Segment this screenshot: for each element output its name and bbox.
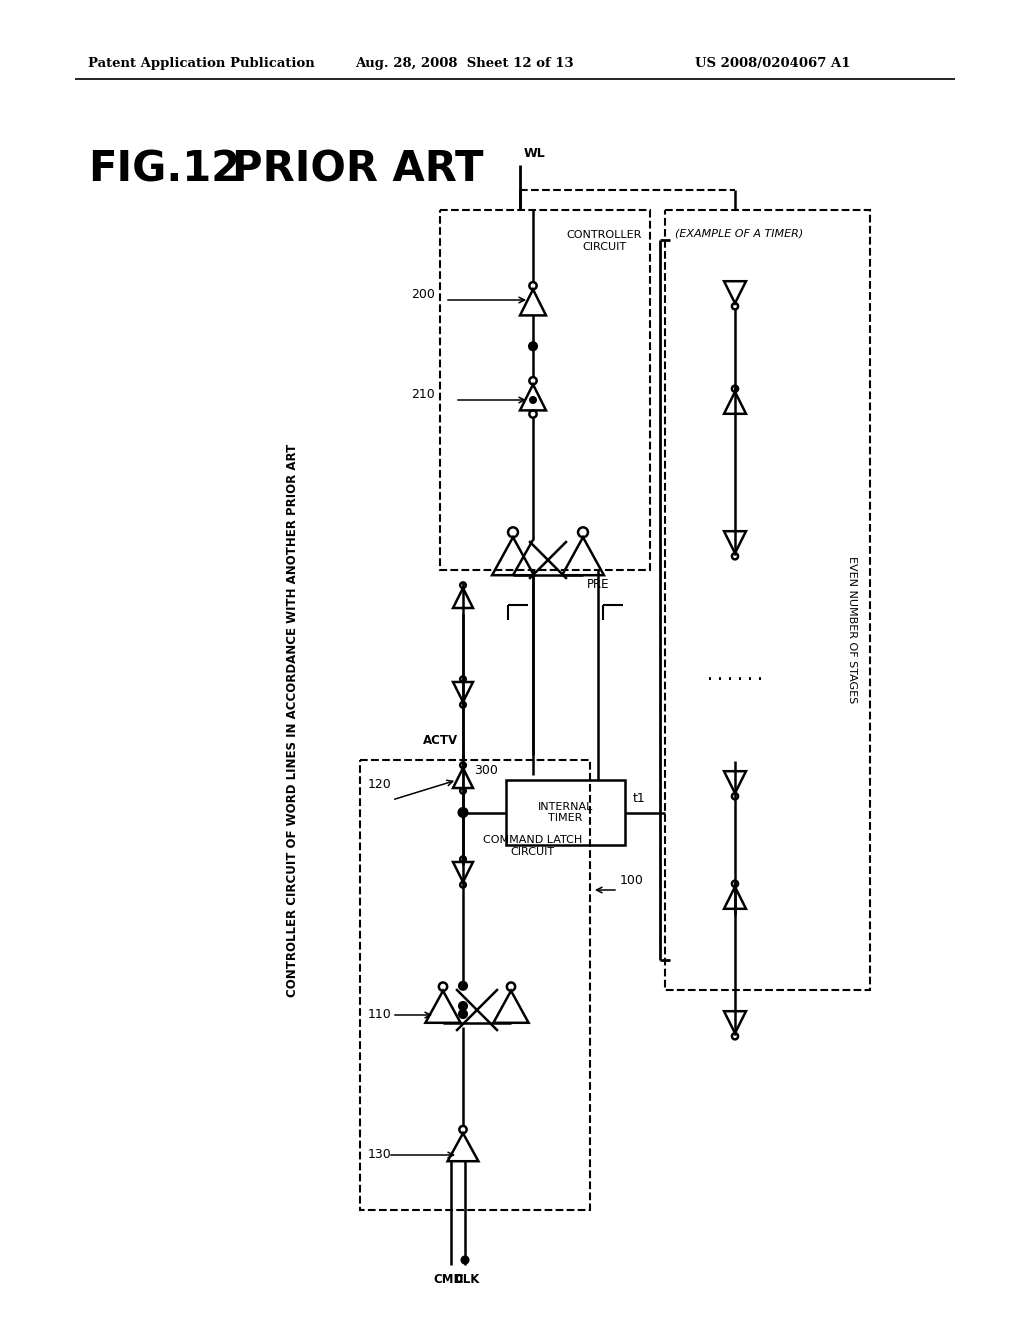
Circle shape — [529, 342, 537, 350]
Text: CONTROLLER
CIRCUIT: CONTROLLER CIRCUIT — [566, 230, 642, 252]
Text: PRE: PRE — [587, 578, 609, 591]
Text: ......: ...... — [705, 667, 765, 684]
Bar — [665, 210, 870, 990]
Text: US 2008/0204067 A1: US 2008/0204067 A1 — [695, 57, 851, 70]
Bar — [506, 780, 625, 845]
Text: CONTROLLER CIRCUIT OF WORD LINES IN ACCORDANCE WITH ANOTHER PRIOR ART: CONTROLLER CIRCUIT OF WORD LINES IN ACCO… — [287, 444, 299, 997]
Bar — [360, 760, 590, 1210]
Circle shape — [459, 1002, 467, 1010]
Text: 200: 200 — [411, 289, 435, 301]
Text: Aug. 28, 2008  Sheet 12 of 13: Aug. 28, 2008 Sheet 12 of 13 — [355, 57, 573, 70]
Circle shape — [459, 808, 468, 817]
Text: ACTV: ACTV — [423, 734, 458, 747]
Text: 210: 210 — [412, 388, 435, 401]
Text: 110: 110 — [368, 1008, 392, 1022]
Text: t1: t1 — [633, 792, 646, 804]
Text: WL: WL — [524, 147, 546, 160]
Text: Patent Application Publication: Patent Application Publication — [88, 57, 314, 70]
Bar — [440, 210, 650, 570]
Text: 100: 100 — [620, 874, 644, 887]
Circle shape — [529, 396, 537, 404]
Text: CMD: CMD — [434, 1272, 464, 1286]
Text: 120: 120 — [368, 779, 392, 792]
Text: FIG.12: FIG.12 — [88, 149, 240, 191]
Circle shape — [459, 1010, 467, 1018]
Text: (EXAMPLE OF A TIMER): (EXAMPLE OF A TIMER) — [675, 228, 803, 238]
Text: PRIOR ART: PRIOR ART — [232, 149, 483, 191]
Circle shape — [459, 982, 467, 990]
Circle shape — [462, 1257, 469, 1263]
Text: CLK: CLK — [455, 1272, 479, 1286]
Text: COMMAND LATCH
CIRCUIT: COMMAND LATCH CIRCUIT — [482, 836, 582, 857]
Text: 130: 130 — [368, 1148, 392, 1162]
Text: EVEN NUMBER OF STAGES: EVEN NUMBER OF STAGES — [847, 556, 857, 704]
Text: 300: 300 — [474, 763, 498, 776]
Text: INTERNAL
TIMER: INTERNAL TIMER — [538, 801, 593, 824]
